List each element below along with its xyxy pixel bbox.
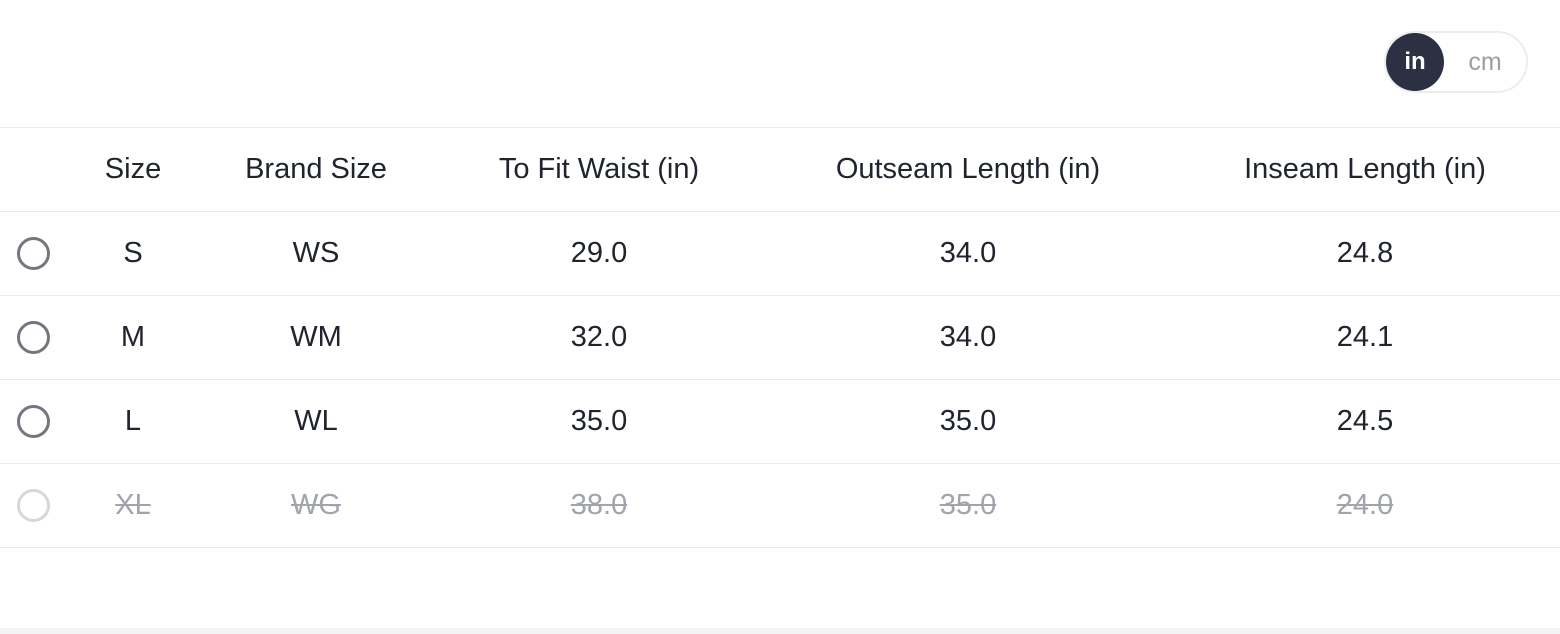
size-radio-l[interactable] xyxy=(16,405,50,438)
unit-option-cm[interactable]: cm xyxy=(1468,47,1502,76)
size-radio-xl-disabled xyxy=(16,489,50,522)
outseam-length-cell: 34.0 xyxy=(766,211,1170,296)
column-header-inseam-length: Inseam Length (in) xyxy=(1170,127,1560,212)
radio-cell xyxy=(0,379,66,464)
table-header-row: Size Brand Size To Fit Waist (in) Outsea… xyxy=(0,127,1560,212)
unit-option-in[interactable]: in xyxy=(1386,33,1444,91)
inseam-length-cell: 24.1 xyxy=(1170,295,1560,380)
to-fit-waist-cell: 38.0 xyxy=(432,463,766,548)
to-fit-waist-cell: 32.0 xyxy=(432,295,766,380)
unit-toggle[interactable]: in cm xyxy=(1384,31,1528,93)
column-header-outseam-length: Outseam Length (in) xyxy=(766,127,1170,212)
size-cell: L xyxy=(66,379,200,464)
table-row-size-s[interactable]: S WS 29.0 34.0 24.8 xyxy=(0,211,1560,296)
size-cell: M xyxy=(66,295,200,380)
radio-column-header xyxy=(0,127,66,212)
size-cell: XL xyxy=(66,463,200,548)
table-row-size-l[interactable]: L WL 35.0 35.0 24.5 xyxy=(0,379,1560,464)
radio-cell xyxy=(0,463,66,548)
radio-cell xyxy=(0,211,66,296)
inseam-length-cell: 24.0 xyxy=(1170,463,1560,548)
brand-size-cell: WM xyxy=(200,295,432,380)
radio-cell xyxy=(0,295,66,380)
outseam-length-cell: 35.0 xyxy=(766,463,1170,548)
to-fit-waist-cell: 35.0 xyxy=(432,379,766,464)
outseam-length-cell: 35.0 xyxy=(766,379,1170,464)
to-fit-waist-cell: 29.0 xyxy=(432,211,766,296)
inseam-length-cell: 24.8 xyxy=(1170,211,1560,296)
column-header-to-fit-waist: To Fit Waist (in) xyxy=(432,127,766,212)
size-cell: S xyxy=(66,211,200,296)
size-chart-table: Size Brand Size To Fit Waist (in) Outsea… xyxy=(0,127,1560,548)
table-row-size-m[interactable]: M WM 32.0 34.0 24.1 xyxy=(0,295,1560,380)
bottom-divider xyxy=(0,628,1560,634)
outseam-length-cell: 34.0 xyxy=(766,295,1170,380)
brand-size-cell: WS xyxy=(200,211,432,296)
size-radio-m[interactable] xyxy=(16,321,50,354)
size-radio-s[interactable] xyxy=(16,237,50,270)
brand-size-cell: WG xyxy=(200,463,432,548)
column-header-brand-size: Brand Size xyxy=(200,127,432,212)
column-header-size: Size xyxy=(66,127,200,212)
brand-size-cell: WL xyxy=(200,379,432,464)
table-row-size-xl-unavailable: XL WG 38.0 35.0 24.0 xyxy=(0,463,1560,548)
inseam-length-cell: 24.5 xyxy=(1170,379,1560,464)
